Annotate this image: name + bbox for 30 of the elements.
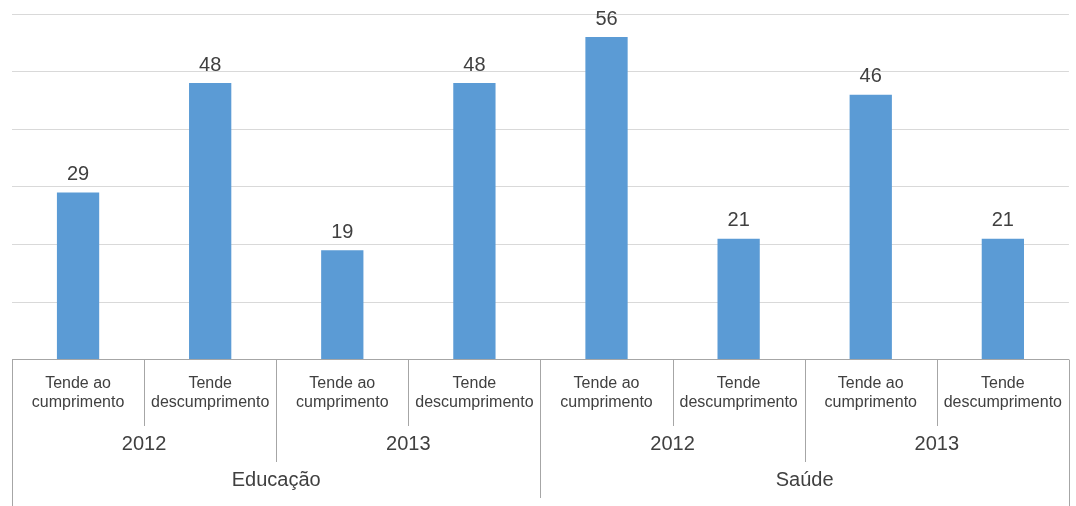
x-tick-label: Tende ao cumprimento bbox=[296, 373, 389, 410]
data-label: 56 bbox=[595, 6, 618, 29]
x-tick-label: Tende descumprimento bbox=[415, 373, 534, 410]
text: 2013 bbox=[914, 431, 960, 454]
bar bbox=[585, 37, 628, 360]
x-tick-label: Tende ao cumprimento bbox=[31, 373, 125, 410]
bar bbox=[189, 83, 232, 360]
data-label: 21 bbox=[991, 208, 1014, 231]
data-label: 19 bbox=[331, 219, 354, 242]
text: 2013 bbox=[386, 431, 431, 454]
text: Saúde bbox=[775, 467, 834, 490]
x-tick-label: Tende ao cumprimento bbox=[560, 373, 653, 410]
data-label: 29 bbox=[66, 162, 90, 185]
bar bbox=[321, 250, 364, 360]
text: Educação bbox=[231, 467, 321, 490]
data-label: 21 bbox=[727, 208, 750, 231]
x-tick-label: Tende descumprimento bbox=[679, 373, 798, 410]
bar bbox=[56, 192, 100, 360]
text: 2012 bbox=[650, 431, 695, 454]
data-label: 48 bbox=[463, 52, 486, 75]
bar bbox=[849, 94, 892, 360]
x-tick-label: Tende ao cumprimento bbox=[824, 373, 918, 410]
bar bbox=[717, 238, 760, 360]
x-tick-label: Tende descumprimento bbox=[151, 373, 270, 410]
data-label: 48 bbox=[199, 52, 222, 75]
bar bbox=[981, 238, 1024, 360]
x-tick-label: Tende descumprimento bbox=[943, 373, 1063, 410]
data-label: 46 bbox=[859, 64, 882, 87]
text: 2012 bbox=[121, 431, 167, 454]
bar bbox=[453, 83, 496, 360]
